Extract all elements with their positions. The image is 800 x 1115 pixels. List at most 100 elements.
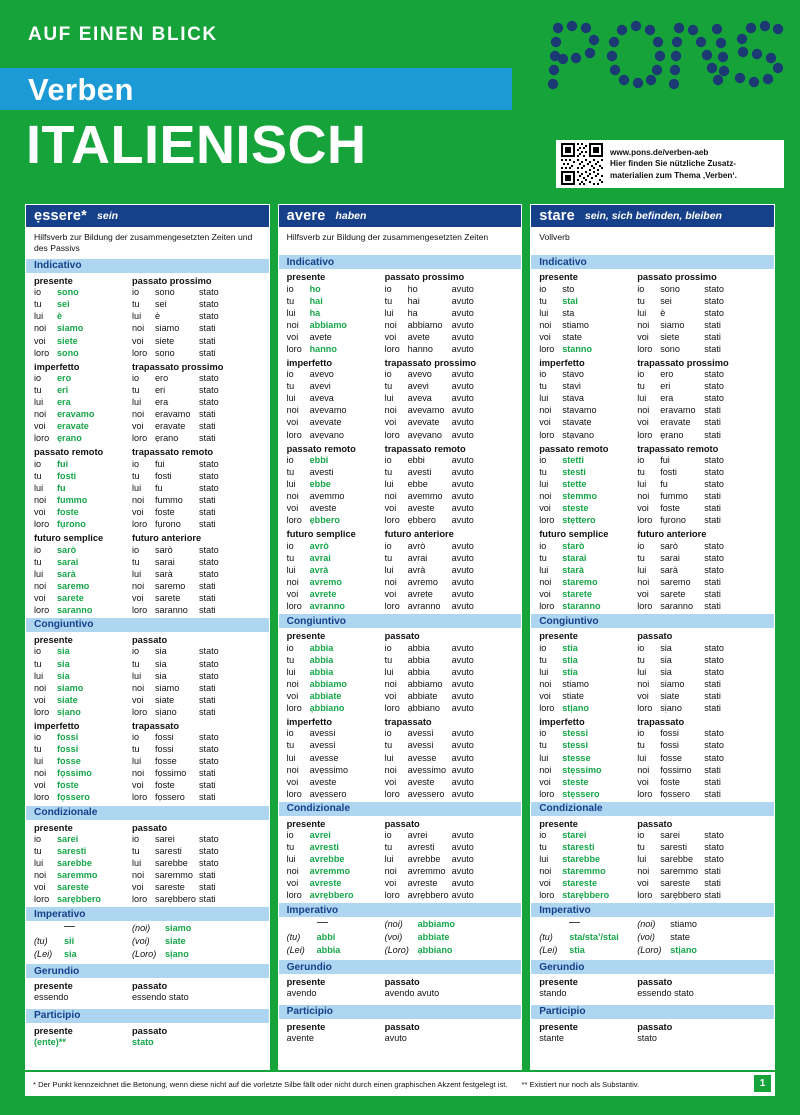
verb-card-subtitle: Vollverb [539, 232, 570, 242]
verb-form: stavi [562, 381, 581, 392]
pronoun: voi [384, 878, 397, 889]
imperative-row: (Lei) abbia (Loro) ạbbiano [287, 944, 522, 957]
pronoun: io [384, 830, 392, 841]
pronoun: tu [132, 744, 140, 755]
pronoun: voi [539, 417, 551, 428]
past-participle: avuto [451, 690, 474, 701]
pronoun: noi [132, 409, 145, 420]
past-participle: stato [199, 658, 219, 669]
verb-form: hanno [309, 343, 337, 354]
conj-row: tu fosti [34, 470, 132, 482]
pronoun: voi [286, 878, 299, 889]
pronoun: tu [286, 654, 295, 665]
pronoun: lui [637, 307, 647, 318]
qr-promo-box[interactable]: www.pons.de/verben-aeb Hier finden Sie n… [556, 140, 784, 188]
auxiliary-form: ero [155, 373, 169, 384]
conj-row: noi stavamo [539, 404, 637, 416]
tense-label: passato [384, 977, 420, 988]
pronoun: io [34, 834, 42, 845]
past-participle: stati [704, 764, 721, 775]
futuro_anteriore-table: io avrò avuto tu avrai avuto lui avrà avuto noi av… [385, 540, 522, 612]
verb-form: essendo stato [637, 988, 694, 999]
pronoun: tu [539, 381, 547, 392]
verb-form: avesse [309, 752, 339, 763]
tense-label: passato [637, 977, 673, 988]
conj-row: loro sịano [34, 706, 132, 718]
pronoun: noi [286, 405, 299, 416]
conj-row: io fui stato [637, 454, 774, 466]
conj-row: tu eri [34, 384, 132, 396]
conj-row: lui abbia avuto [385, 666, 522, 678]
pronoun: lui [539, 564, 549, 575]
verb-form: ẹrano [57, 433, 82, 444]
tense-pair-presente: presente passato io starei tu staresti lui star… [531, 816, 774, 902]
conj-row: voi foste stati [637, 776, 774, 788]
verb-form: sia [57, 646, 70, 657]
conj-row: loro sịano stati [637, 702, 774, 714]
mode-header-indicativo: Indicativo [278, 255, 522, 269]
tense-label: passato [637, 631, 673, 642]
pronoun: loro [132, 347, 148, 358]
conj-row: noi saremmo [34, 869, 132, 881]
conj-row: noi avemmo [287, 490, 385, 502]
pronoun: tu [539, 842, 547, 853]
conj-row: loro fọssero stati [132, 791, 269, 803]
passato-table: io sarei stato tu saresti stato lui sarebbe stat… [132, 833, 269, 905]
conj-row: lui sarà [34, 568, 132, 580]
auxiliary-form: fossi [155, 732, 174, 743]
past-participle: stati [704, 601, 721, 612]
conj-row: io stavo [539, 368, 637, 380]
pronoun: voi [637, 331, 649, 342]
auxiliary-form: abbiate [407, 690, 438, 701]
conj-row: tu sarai [34, 556, 132, 568]
conj-row: loro saranno stati [132, 604, 269, 616]
conj-row: loro stẹttero [539, 514, 637, 526]
conj-row: io sono stato [132, 286, 269, 298]
past-participle: stato [199, 744, 219, 755]
conj-row: voi state [539, 331, 637, 343]
verb-form: avẹvano [309, 429, 344, 440]
pronoun: io [384, 283, 392, 294]
qr-code-icon [561, 143, 603, 185]
verb-form: avevate [309, 417, 342, 428]
pronoun: tu [132, 556, 140, 567]
conj-row: io ho avuto [385, 283, 522, 295]
tense-pair-presente: presente passato io avrei tu avresti lui avrebb… [279, 816, 522, 902]
conj-row: loro ẹrano [34, 432, 132, 444]
verb-form: stia [569, 944, 585, 955]
conj-row: lui sia stato [132, 670, 269, 682]
auxiliary-form: avremmo [407, 866, 446, 877]
infinitive: stare [539, 208, 575, 224]
mode-header-participio: Participio [531, 1004, 774, 1019]
past-participle: stato [704, 393, 724, 404]
conj-row: voi aveste [287, 502, 385, 514]
gerundio-block: presente passato avendo avendo avuto [279, 974, 522, 1003]
tense-label: trapassato prossimo [384, 357, 477, 368]
tense-pair-presente: presente passato io stia tu stia lui stia noi sti… [531, 628, 774, 714]
tense-label: trapassato [384, 716, 432, 727]
auxiliary-form: fọssimo [660, 764, 692, 775]
pronoun: voi [539, 331, 551, 342]
pronoun: noi [539, 576, 552, 587]
past-participle: stati [199, 768, 216, 779]
conj-row: noi fọssimo stati [637, 764, 774, 776]
qr-line2: Hier finden Sie nützliche Zusatz- [610, 159, 737, 169]
pronoun: lui [34, 568, 44, 579]
pronoun: io [132, 646, 140, 657]
verb-form: stetti [562, 455, 584, 466]
conj-row: loro avranno avuto [385, 600, 522, 612]
auxiliary-form: abbiamo [407, 319, 443, 330]
pronoun: io [286, 283, 294, 294]
conj-row: lui aveva avuto [385, 392, 522, 404]
auxiliary-form: fu [155, 483, 163, 493]
pronoun: io [539, 283, 547, 294]
pronoun: noi [132, 580, 145, 591]
past-participle: stati [199, 495, 216, 506]
auxiliary-form: foste [660, 776, 680, 787]
auxiliary-form: aveste [407, 503, 435, 514]
verb-form: fummo [57, 495, 88, 506]
verb-form: sta/sta’/stai [569, 932, 619, 943]
imperative-pronoun [34, 922, 64, 935]
pronoun: lui [132, 311, 142, 322]
auxiliary-form: fosse [155, 756, 177, 767]
